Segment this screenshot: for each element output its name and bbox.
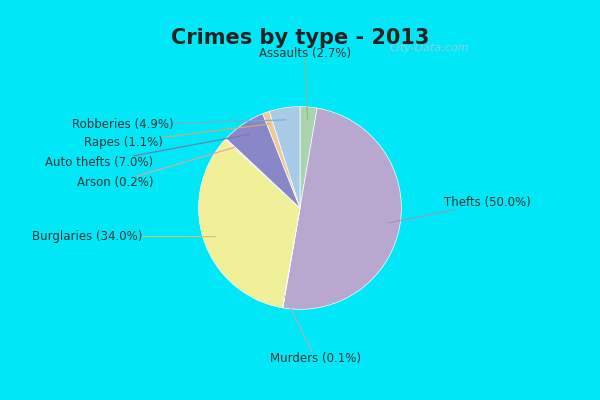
Wedge shape (269, 107, 300, 208)
Text: Thefts (50.0%): Thefts (50.0%) (388, 196, 531, 223)
Text: Arson (0.2%): Arson (0.2%) (77, 147, 235, 189)
Text: Assaults (2.7%): Assaults (2.7%) (259, 48, 351, 119)
Text: Robberies (4.9%): Robberies (4.9%) (71, 118, 286, 131)
Wedge shape (283, 108, 401, 309)
Text: City-Data.com: City-Data.com (389, 42, 469, 52)
Wedge shape (263, 111, 300, 208)
Text: Murders (0.1%): Murders (0.1%) (270, 296, 361, 364)
Text: Crimes by type - 2013: Crimes by type - 2013 (171, 28, 429, 48)
Wedge shape (226, 114, 300, 208)
Text: Auto thefts (7.0%): Auto thefts (7.0%) (45, 134, 250, 169)
Wedge shape (282, 208, 300, 308)
Wedge shape (225, 139, 300, 208)
Text: Rapes (1.1%): Rapes (1.1%) (84, 124, 270, 149)
Wedge shape (300, 107, 317, 208)
Wedge shape (199, 140, 300, 308)
Text: Burglaries (34.0%): Burglaries (34.0%) (32, 230, 215, 243)
